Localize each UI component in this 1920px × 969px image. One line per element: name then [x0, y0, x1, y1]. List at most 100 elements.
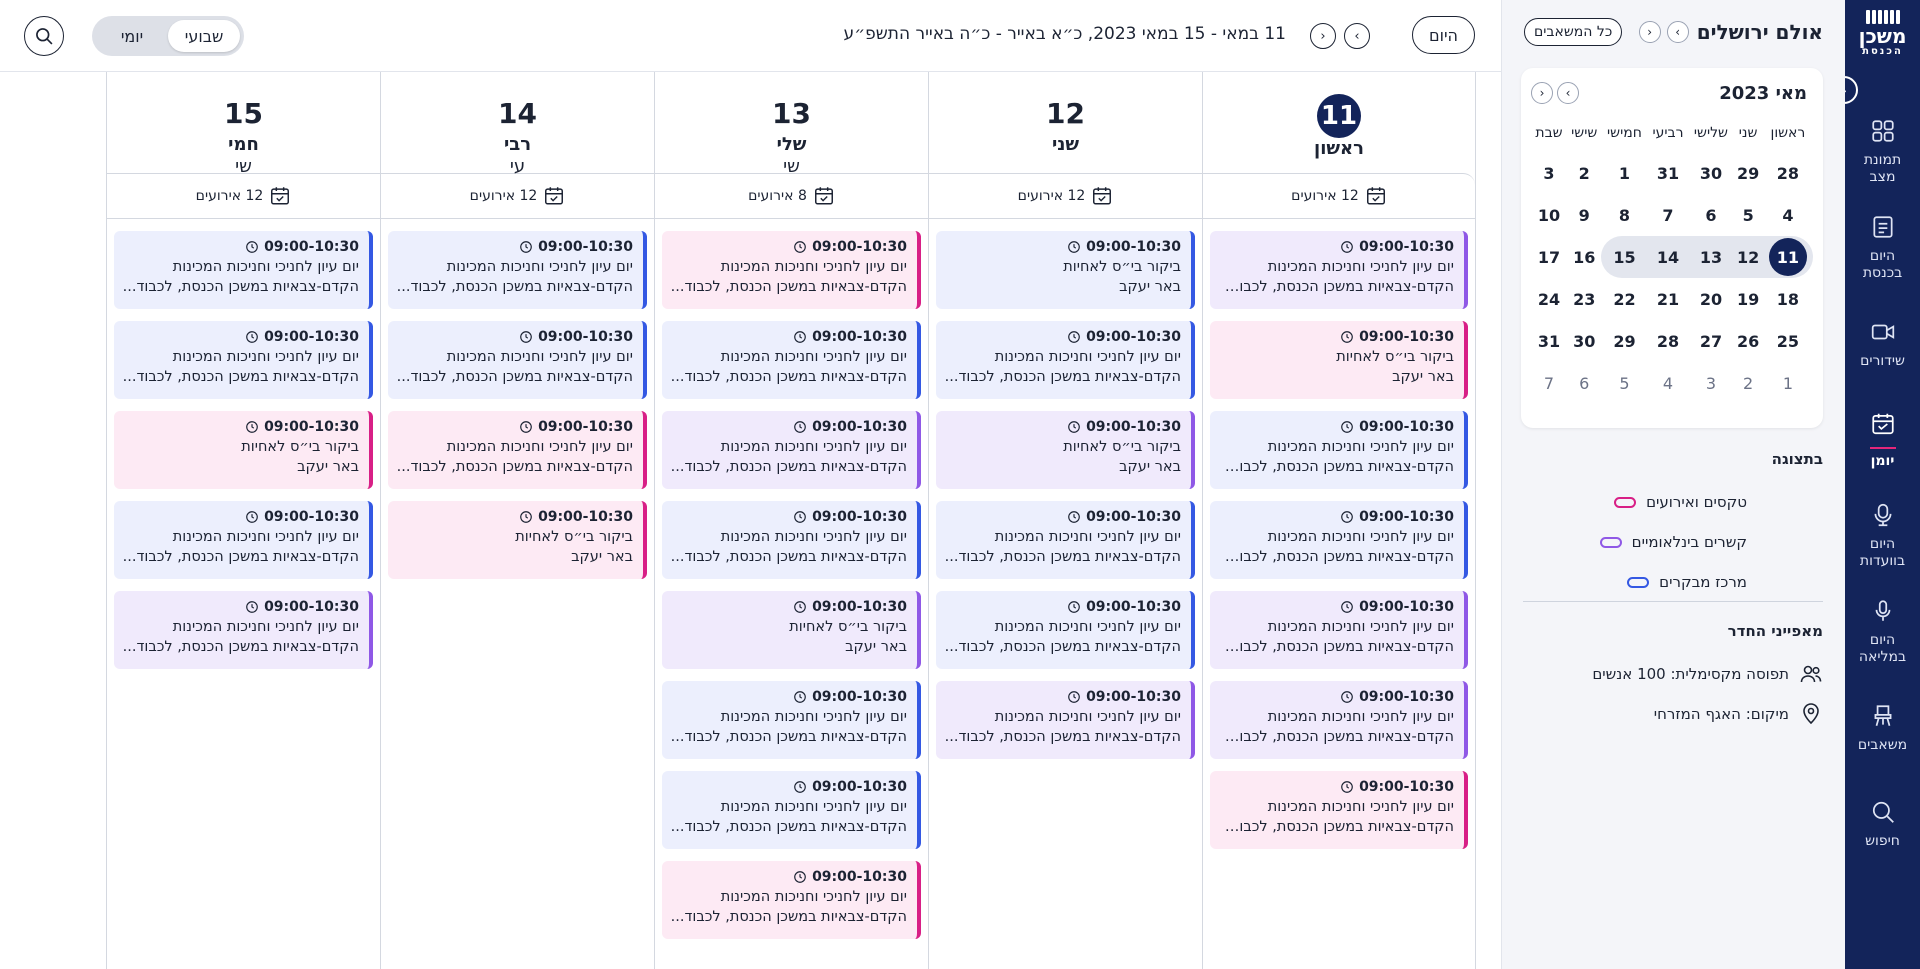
calendar-day[interactable]: 2	[1743, 373, 1754, 393]
calendar-day[interactable]: 23	[1573, 289, 1596, 309]
event-card[interactable]: 09:00-10:30 יום עיון לחניכי וחניכות המכינ…	[1210, 771, 1468, 849]
calendar-day[interactable]: 14	[1647, 236, 1689, 278]
day-header[interactable]: 15 חמי שי	[107, 72, 380, 177]
calendar-day[interactable]: 31	[1537, 331, 1561, 351]
prev-room-button[interactable]: ›	[1666, 21, 1689, 43]
nav-item-calendar[interactable]: יומן	[1845, 392, 1920, 488]
calendar-day[interactable]: 12	[1733, 236, 1763, 278]
calendar-day[interactable]: 11	[1762, 236, 1813, 278]
calendar-day[interactable]: 1	[1618, 163, 1631, 183]
event-card[interactable]: 09:00-10:30 יום עיון לחניכי וחניכות המכינ…	[388, 231, 647, 309]
calendar-day[interactable]: 20	[1699, 289, 1723, 309]
event-card[interactable]: 09:00-10:30 יום עיון לחניכי וחניכות המכינ…	[662, 231, 921, 309]
calendar-day[interactable]: 29	[1737, 163, 1760, 183]
event-card[interactable]: 09:00-10:30 ביקור בי״ס לאחיות באר יעקב	[662, 591, 921, 669]
calendar-day[interactable]: 5	[1742, 205, 1754, 225]
event-card[interactable]: 09:00-10:30 יום עיון לחניכי וחניכות המכינ…	[388, 321, 647, 399]
calendar-day[interactable]: 4	[1782, 205, 1794, 225]
calendar-day[interactable]: 1	[1782, 373, 1793, 393]
calendar-day[interactable]: 10	[1537, 205, 1561, 225]
nav-item-microphone[interactable]: היום בוועדות	[1845, 488, 1920, 584]
event-card[interactable]: 09:00-10:30 יום עיון לחניכי וחניכות המכינ…	[114, 501, 373, 579]
event-card[interactable]: 09:00-10:30 יום עיון לחניכי וחניכות המכינ…	[662, 861, 921, 939]
legend-item[interactable]: מרכז מבקרים	[1523, 562, 1823, 602]
event-card[interactable]: 09:00-10:30 יום עיון לחניכי וחניכות המכינ…	[114, 591, 373, 669]
event-card[interactable]: 09:00-10:30 יום עיון לחניכי וחניכות המכינ…	[662, 501, 921, 579]
calendar-day[interactable]: 22	[1613, 289, 1636, 309]
calendar-day[interactable]: 6	[1579, 373, 1590, 393]
event-count[interactable]: 12 אירועים	[1203, 173, 1475, 219]
calendar-day[interactable]: 31	[1656, 163, 1680, 183]
event-card[interactable]: 09:00-10:30 ביקור בי״ס לאחיות באר יעקב	[936, 231, 1195, 309]
calendar-day[interactable]: 5	[1619, 373, 1630, 393]
view-daily-button[interactable]: יומי	[120, 26, 144, 46]
nav-item-chair[interactable]: משאבים	[1845, 680, 1920, 776]
event-card[interactable]: 09:00-10:30 יום עיון לחניכי וחניכות המכינ…	[1210, 231, 1468, 309]
event-count[interactable]: 12 אירועים	[107, 173, 380, 219]
nav-item-mic[interactable]: היום במליאה	[1845, 584, 1920, 680]
legend-item[interactable]: טקסים ואירועים	[1523, 482, 1823, 522]
day-header[interactable]: 12 שני	[929, 72, 1202, 173]
calendar-day[interactable]: 28	[1776, 163, 1800, 183]
calendar-day[interactable]: 18	[1776, 289, 1800, 309]
day-header[interactable]: 11 ראשון	[1203, 72, 1475, 173]
event-card[interactable]: 09:00-10:30 יום עיון לחניכי וחניכות המכינ…	[1210, 411, 1468, 489]
nav-item-clipboard[interactable]: היום בכנסת	[1845, 200, 1920, 296]
today-button[interactable]: היום	[1411, 16, 1475, 54]
calendar-day[interactable]: 30	[1699, 163, 1723, 183]
prev-week-button[interactable]: ›	[1344, 23, 1370, 49]
event-card[interactable]: 09:00-10:30 יום עיון לחניכי וחניכות המכינ…	[936, 681, 1195, 759]
calendar-day[interactable]: 26	[1737, 331, 1760, 351]
next-week-button[interactable]: ‹	[1310, 23, 1336, 49]
calendar-day[interactable]: 30	[1573, 331, 1596, 351]
event-card[interactable]: 09:00-10:30 יום עיון לחניכי וחניכות המכינ…	[114, 321, 373, 399]
event-card[interactable]: 09:00-10:30 יום עיון לחניכי וחניכות המכינ…	[936, 591, 1195, 669]
event-card[interactable]: 09:00-10:30 יום עיון לחניכי וחניכות המכינ…	[936, 501, 1195, 579]
event-count[interactable]: 12 אירועים	[381, 173, 654, 219]
calendar-day[interactable]: 2	[1578, 163, 1590, 183]
event-card[interactable]: 09:00-10:30 ביקור בי״ס לאחיות באר יעקב	[936, 411, 1195, 489]
legend-item[interactable]: קשרים בינלאומיים	[1523, 522, 1823, 562]
event-card[interactable]: 09:00-10:30 יום עיון לחניכי וחניכות המכינ…	[1210, 501, 1468, 579]
event-card[interactable]: 09:00-10:30 יום עיון לחניכי וחניכות המכינ…	[662, 771, 921, 849]
calendar-day[interactable]: 7	[1543, 373, 1555, 393]
mini-calendar-next-button[interactable]: ‹	[1531, 82, 1553, 104]
event-count[interactable]: 12 אירועים	[929, 173, 1202, 219]
nav-item-search[interactable]: חיפוש	[1845, 776, 1920, 872]
event-card[interactable]: 09:00-10:30 ביקור בי״ס לאחיות באר יעקב	[1210, 321, 1468, 399]
all-resources-button[interactable]: כל המשאבים	[1524, 18, 1623, 46]
calendar-day[interactable]: 8	[1618, 205, 1631, 225]
calendar-day[interactable]: 21	[1656, 289, 1680, 309]
calendar-day[interactable]: 16	[1573, 247, 1596, 267]
calendar-day[interactable]: 6	[1705, 205, 1717, 225]
calendar-day[interactable]: 28	[1656, 331, 1680, 351]
calendar-day[interactable]: 3	[1705, 373, 1717, 393]
day-header[interactable]: 14 רבי עי	[381, 72, 654, 177]
calendar-day[interactable]: 25	[1776, 331, 1800, 351]
calendar-day[interactable]: 17	[1537, 247, 1561, 267]
nav-item-video[interactable]: שידורים	[1845, 296, 1920, 392]
day-header[interactable]: 13 שלי שי	[655, 72, 928, 177]
calendar-day[interactable]: 24	[1537, 289, 1561, 309]
calendar-day[interactable]: 13	[1688, 236, 1734, 278]
next-room-button[interactable]: ‹	[1638, 21, 1661, 43]
event-card[interactable]: 09:00-10:30 ביקור בי״ס לאחיות באר יעקב	[114, 411, 373, 489]
calendar-day[interactable]: 3	[1543, 163, 1555, 183]
mini-calendar-prev-button[interactable]: ›	[1557, 82, 1579, 104]
calendar-day[interactable]: 27	[1699, 331, 1723, 351]
view-weekly-button[interactable]: שבועי	[168, 20, 240, 52]
knesset-logo[interactable]: משכן הכנסת	[1853, 10, 1913, 66]
event-card[interactable]: 09:00-10:30 יום עיון לחניכי וחניכות המכינ…	[662, 321, 921, 399]
event-card[interactable]: 09:00-10:30 יום עיון לחניכי וחניכות המכינ…	[114, 231, 373, 309]
event-card[interactable]: 09:00-10:30 יום עיון לחניכי וחניכות המכינ…	[936, 321, 1195, 399]
search-button[interactable]	[24, 16, 64, 56]
calendar-day[interactable]: 15	[1601, 236, 1648, 278]
event-card[interactable]: 09:00-10:30 יום עיון לחניכי וחניכות המכינ…	[1210, 681, 1468, 759]
event-count[interactable]: 8 אירועים	[655, 173, 928, 219]
event-card[interactable]: 09:00-10:30 יום עיון לחניכי וחניכות המכינ…	[388, 411, 647, 489]
calendar-day[interactable]: 29	[1613, 331, 1636, 351]
calendar-day[interactable]: 4	[1662, 373, 1674, 393]
event-card[interactable]: 09:00-10:30 ביקור בי״ס לאחיות באר יעקב	[388, 501, 647, 579]
event-card[interactable]: 09:00-10:30 יום עיון לחניכי וחניכות המכינ…	[1210, 591, 1468, 669]
calendar-day[interactable]: 19	[1737, 289, 1760, 309]
